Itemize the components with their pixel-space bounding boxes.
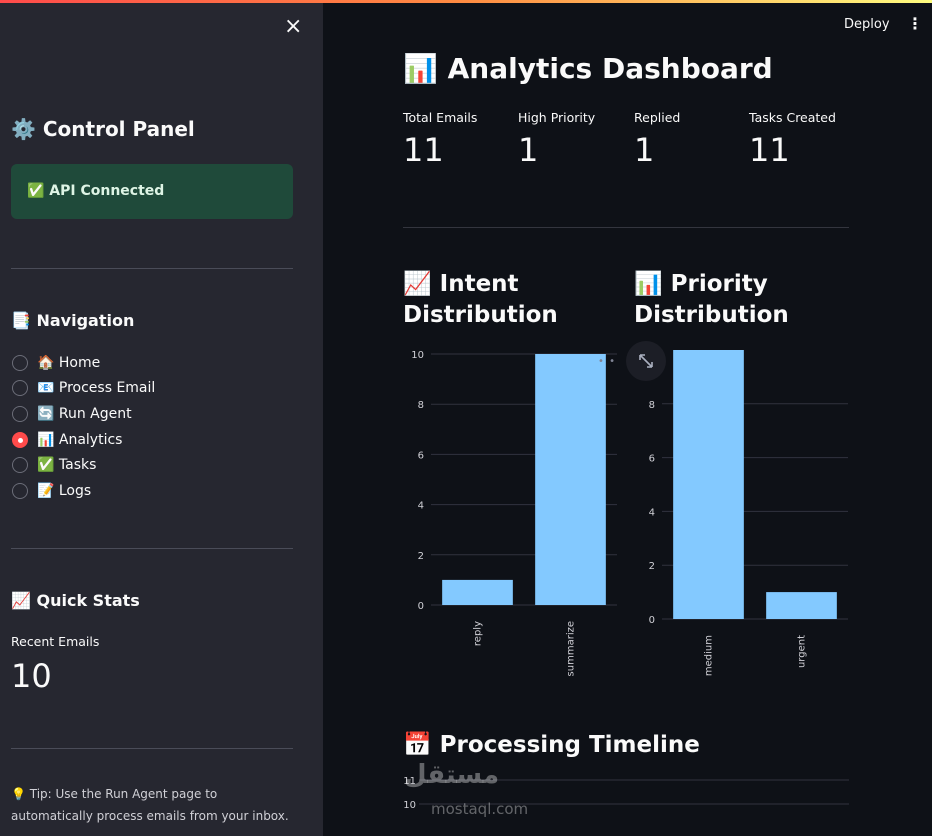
metric-value: 11 [749, 131, 790, 169]
chart-title-line: Distribution [403, 302, 558, 328]
page-title: 📊 Analytics Dashboard [403, 52, 773, 85]
metric-value: 1 [518, 131, 539, 169]
sidebar: × ⚙️ Control Panel ✅ API Connected 📑 Nav… [0, 3, 323, 836]
watermark-url: mostaql.com [431, 800, 529, 818]
top-accent-bar [0, 0, 932, 3]
metric-high-priority: High Priority 1 [518, 110, 595, 169]
nav-item-label: 🔄 Run Agent [37, 405, 132, 422]
watermark-logo: مستقل [404, 760, 500, 790]
radio-icon[interactable] [12, 482, 28, 499]
bar-reply[interactable] [442, 579, 513, 605]
x-tick-label: summarize [566, 621, 577, 676]
processing-timeline-chart[interactable]: 10 11 [395, 770, 855, 836]
y-tick-label: 0 [649, 615, 655, 626]
y-tick-label: 6 [418, 450, 424, 461]
nav-item-label: 📧 Process Email [37, 380, 156, 397]
x-tick-label: reply [473, 621, 484, 646]
bar-summarize[interactable] [535, 354, 606, 605]
radio-selected-icon[interactable] [12, 431, 28, 448]
navigation-heading: 📑 Navigation [11, 311, 135, 330]
chart-title-line: Distribution [634, 302, 789, 328]
nav-item-label: 🏠 Home [37, 354, 101, 371]
priority-distribution-chart[interactable]: 0 2 4 6 8 medium urgent [626, 340, 856, 685]
y-tick-label: 10 [411, 350, 424, 361]
nav-item-label: 📊 Analytics [37, 431, 123, 448]
metric-replied: Replied 1 [634, 110, 680, 169]
recent-emails-value: 10 [11, 657, 52, 695]
sidebar-divider [11, 268, 293, 269]
intent-distribution-title: 📈 Intent Distribution [403, 269, 558, 331]
tip-text: 💡 Tip: Use the Run Agent page to automat… [11, 787, 289, 823]
sidebar-divider [11, 548, 293, 549]
intent-distribution-chart[interactable]: 0 2 4 6 8 10 reply summarize [395, 340, 625, 685]
radio-icon[interactable] [12, 405, 28, 422]
radio-icon[interactable] [12, 457, 28, 474]
main-menu-icon[interactable]: ⋮ [907, 14, 923, 33]
metric-value: 1 [634, 131, 655, 169]
expand-chart-button[interactable] [626, 341, 666, 381]
chart-title-line: 📈 Intent [403, 271, 519, 297]
y-tick-label: 2 [418, 551, 424, 562]
close-sidebar-icon[interactable]: × [284, 14, 303, 39]
chart-title-line: 📊 Priority [634, 271, 768, 297]
priority-distribution-title: 📊 Priority Distribution [634, 269, 789, 331]
metric-label: Total Emails [403, 110, 478, 125]
metric-label: Tasks Created [749, 110, 836, 125]
y-tick-label: 6 [649, 454, 655, 465]
radio-icon[interactable] [12, 380, 28, 397]
sidebar-title: ⚙️ Control Panel [11, 117, 195, 141]
y-tick-label: 11 [403, 776, 416, 787]
bar-medium[interactable] [673, 350, 744, 619]
metric-tasks-created: Tasks Created 11 [749, 110, 836, 169]
nav-item-label: 📝 Logs [37, 482, 92, 499]
deploy-button[interactable]: Deploy [844, 17, 890, 32]
radio-icon[interactable] [12, 354, 28, 371]
nav-item-label: ✅ Tasks [37, 457, 97, 474]
y-tick-label: 2 [649, 561, 655, 572]
sidebar-divider [11, 748, 293, 749]
nav-item-run-agent[interactable]: 🔄 Run Agent [12, 401, 155, 427]
x-tick-label: urgent [797, 635, 808, 668]
y-tick-label: 8 [649, 400, 655, 411]
y-tick-label: 4 [418, 501, 424, 512]
chart-menu-icon[interactable]: • • [598, 356, 616, 367]
nav-item-logs[interactable]: 📝 Logs [12, 478, 155, 504]
nav-item-analytics[interactable]: 📊 Analytics [12, 427, 155, 453]
nav-item-tasks[interactable]: ✅ Tasks [12, 452, 155, 478]
nav-item-home[interactable]: 🏠 Home [12, 350, 155, 376]
metric-total-emails: Total Emails 11 [403, 110, 477, 169]
api-status-badge: ✅ API Connected [11, 164, 293, 219]
fullscreen-icon [639, 354, 653, 368]
nav-item-process-email[interactable]: 📧 Process Email [12, 376, 155, 402]
processing-timeline-title: 📅 Processing Timeline [403, 732, 700, 758]
y-tick-label: 8 [418, 400, 424, 411]
y-tick-label: 10 [403, 800, 416, 811]
main-divider [403, 227, 849, 228]
y-tick-label: 4 [649, 507, 655, 518]
bar-urgent[interactable] [766, 592, 837, 619]
navigation-radio-group: 🏠 Home 📧 Process Email 🔄 Run Agent 📊 Ana… [12, 350, 155, 504]
metric-label: High Priority [518, 110, 596, 125]
y-tick-label: 0 [418, 601, 424, 612]
x-tick-label: medium [704, 635, 715, 676]
quick-stats-heading: 📈 Quick Stats [11, 591, 140, 610]
metric-label: Replied [634, 110, 681, 125]
recent-emails-label: Recent Emails [11, 634, 100, 649]
metric-value: 11 [403, 131, 444, 169]
